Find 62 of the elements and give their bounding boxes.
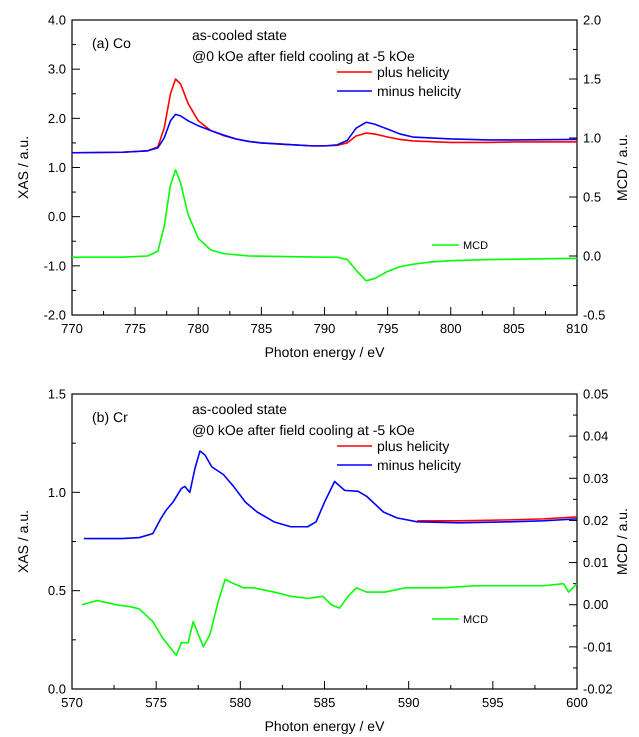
y-tick-label: 0.5 [48,583,66,598]
x-tick-label: 800 [440,321,462,336]
y2-tick-label: 0.05 [583,386,608,402]
y2-tick-label: 1.0 [583,130,602,146]
x-tick-label: 575 [145,695,168,710]
x-tick-label: 810 [566,321,588,336]
y2-tick-label: 0.0 [583,248,602,264]
y2-tick-label: -0.01 [583,639,613,654]
line-series [72,114,577,154]
y-tick-label: 2.0 [48,110,66,126]
x-tick-label: 580 [229,695,252,710]
y-tick-label: 3.0 [48,62,66,77]
legend-label: minus helicity [377,457,462,473]
x-axis-title: Photon energy / eV [264,718,386,734]
y2-tick-label: 0.01 [583,555,608,570]
x-tick-label: 790 [314,321,336,336]
x-tick-label: 780 [187,321,210,336]
line-series [72,169,577,282]
line-series [81,578,577,656]
x-tick-label: 770 [61,321,83,336]
y-tick-label: 0.0 [48,682,66,696]
annotation: @0 kOe after field cooling at -5 kOe [192,422,415,438]
y-tick-label: -1.0 [44,258,66,274]
x-tick-label: 570 [61,695,83,710]
annotation: as-cooled state [192,401,288,417]
y2-tick-label: 1.5 [583,72,602,86]
y2-tick-label: -0.02 [583,682,613,696]
annotation: @0 kOe after field cooling at -5 kOe [192,48,415,64]
y-tick-label: 1.0 [48,160,66,175]
x-tick-label: 590 [398,695,420,710]
y2-tick-label: 0.04 [583,428,608,444]
y2-tick-label: 0.03 [583,470,608,486]
legend-label: MCD [463,614,488,626]
x-tick-label: 585 [314,695,336,710]
y-tick-label: 4.0 [48,12,66,28]
y2-tick-label: 0.5 [583,190,602,204]
y2-tick-label: 2.0 [583,12,602,28]
y-tick-label: 0.0 [48,209,66,224]
y-tick-label: -2.0 [44,308,66,322]
annotation: (b) Cr [92,409,128,425]
y2-tick-label: -0.5 [583,308,606,322]
y2-tick-label: 0.00 [583,597,608,612]
y2-axis-title: MCD / a.u. [614,508,630,575]
y-axis-title: XAS / a.u. [15,510,31,574]
annotation: (a) Co [92,35,132,51]
legend-label: plus helicity [377,438,450,454]
annotation: as-cooled state [192,27,288,43]
y2-axis-title: MCD / a.u. [614,134,630,201]
legend-label: plus helicity [377,64,450,80]
x-tick-label: 595 [482,695,504,710]
y-axis-title: XAS / a.u. [15,136,31,200]
x-tick-label: 775 [124,321,146,336]
x-tick-label: 785 [250,321,272,336]
x-tick-label: 795 [376,321,398,336]
y-tick-label: 1.5 [48,386,66,402]
legend-label: MCD [463,240,488,252]
x-tick-label: 600 [566,695,588,710]
y-tick-label: 1.0 [48,484,66,500]
x-axis-title: Photon energy / eV [264,344,386,360]
x-tick-label: 805 [503,321,525,336]
y2-tick-label: 0.02 [583,512,608,528]
legend-label: minus helicity [377,83,462,99]
